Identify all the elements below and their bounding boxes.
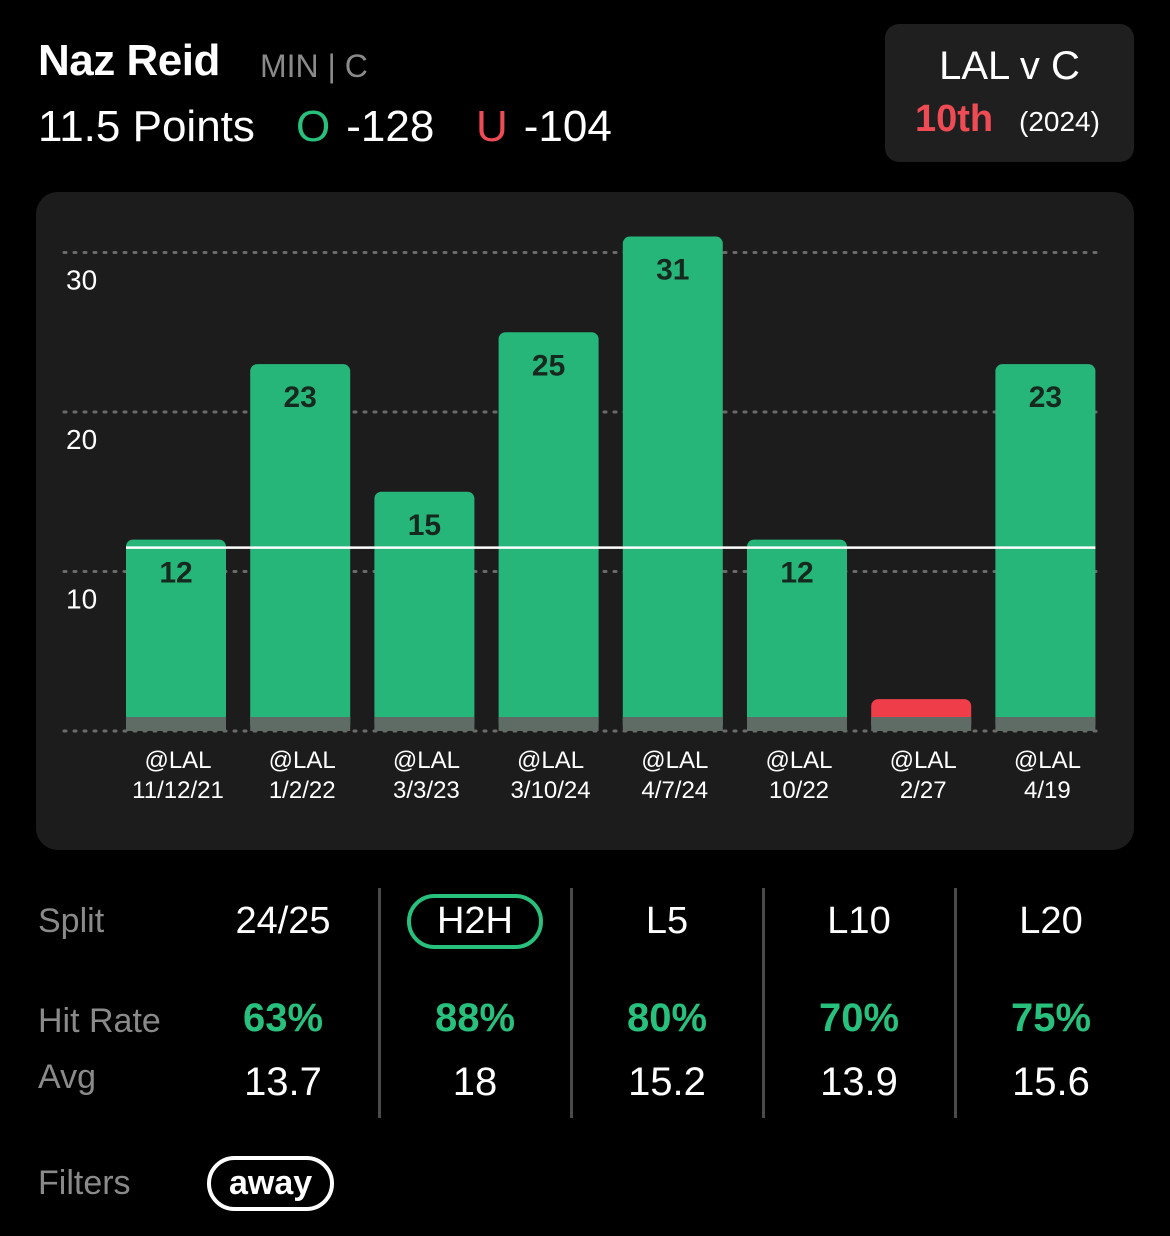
bar-base xyxy=(747,717,847,731)
bar-value-label: 12 xyxy=(159,557,192,590)
splits-table: Split Hit Rate Avg 24/25 63% 13.7 H2H 88… xyxy=(0,880,1170,1120)
bar-value-label: 31 xyxy=(656,254,689,287)
column-divider xyxy=(378,888,381,1118)
bar-over xyxy=(498,332,599,731)
matchup-title: LAL v C xyxy=(939,44,1080,88)
column-divider xyxy=(762,888,765,1118)
bar-value-label: 15 xyxy=(408,509,441,542)
split-label: L10 xyxy=(827,900,891,942)
x-category-label: @LAL xyxy=(393,747,460,774)
x-category-date: 10/22 xyxy=(769,777,829,804)
x-category-date: 2/27 xyxy=(900,777,947,804)
y-tick-label: 30 xyxy=(66,265,97,296)
x-category-date: 3/3/23 xyxy=(393,777,460,804)
bar-value-label: 23 xyxy=(284,381,317,414)
split-column-24-25[interactable]: 24/25 63% 13.7 xyxy=(188,880,378,1120)
avg-value: 13.7 xyxy=(244,1060,322,1104)
hit-rate-value: 70% xyxy=(818,996,900,1040)
x-category-date: 11/12/21 xyxy=(132,777,224,804)
team-position: MIN | C xyxy=(260,48,368,84)
split-label: L20 xyxy=(1019,900,1083,942)
bar-value-label: 25 xyxy=(532,349,565,382)
filters-label: Filters xyxy=(38,1164,131,1202)
column-divider xyxy=(954,888,957,1118)
bar-over xyxy=(126,539,226,731)
bar-base xyxy=(995,717,1096,731)
bar-value-label: 12 xyxy=(780,557,813,590)
hit-rate-value: 63% xyxy=(242,996,324,1040)
matchup-year: (2024) xyxy=(1019,106,1100,137)
bar-base xyxy=(374,717,475,731)
matchup-rank: 10th xyxy=(915,98,994,140)
over-odds-button[interactable]: O -128 xyxy=(296,102,434,152)
x-category-label: @LAL xyxy=(1014,747,1081,774)
split-column-h2h[interactable]: H2H 88% 18 xyxy=(380,880,570,1120)
x-category-label: @LAL xyxy=(890,747,957,774)
bar-base xyxy=(126,717,226,731)
bar-base xyxy=(622,717,723,731)
x-category-date: 4/7/24 xyxy=(641,777,708,804)
avg-value: 15.2 xyxy=(628,1060,706,1104)
split-label-active: H2H xyxy=(380,894,570,949)
filter-chip-away[interactable]: away xyxy=(207,1156,335,1211)
x-category-label: @LAL xyxy=(641,747,708,774)
hit-rate-value: 88% xyxy=(434,996,516,1040)
avg-value: 13.9 xyxy=(820,1060,898,1104)
bar-base xyxy=(498,717,599,731)
x-category-label: @LAL xyxy=(765,747,832,774)
matchup-card[interactable]: LAL v C 10th (2024) xyxy=(885,24,1134,162)
bar-over xyxy=(622,236,723,732)
under-odds-button[interactable]: U -104 xyxy=(476,102,612,152)
split-label: L5 xyxy=(645,900,689,942)
bar-over xyxy=(747,539,847,731)
under-odds: -104 xyxy=(523,102,612,151)
x-category-label: @LAL xyxy=(269,747,336,774)
avg-value: 15.6 xyxy=(1012,1060,1090,1104)
hit-rate-value: 75% xyxy=(1010,996,1092,1040)
prop-line: 11.5 Points xyxy=(38,102,255,151)
chart-card: 10 20 30 12 @LAL 11/12/21 23 @LAL 1/2/22 15 @LAL 3/… xyxy=(36,192,1134,850)
bar-base xyxy=(871,717,972,731)
x-category-label: @LAL xyxy=(517,747,584,774)
y-tick-label: 20 xyxy=(66,424,97,455)
split-row-label: Split xyxy=(38,902,105,940)
bar-chart: 10 20 30 12 @LAL 11/12/21 23 @LAL 1/2/22 15 @LAL 3/… xyxy=(62,236,1104,804)
hit-rate-value: 80% xyxy=(626,996,708,1040)
bar-base xyxy=(250,717,351,731)
player-name: Naz Reid xyxy=(38,36,220,85)
over-odds: -128 xyxy=(346,102,435,151)
hit-rate-row-label: Hit Rate xyxy=(38,1002,161,1040)
split-column-l5[interactable]: L5 80% 15.2 xyxy=(572,880,762,1120)
x-category-label: @LAL xyxy=(144,747,211,774)
column-divider xyxy=(570,888,573,1118)
under-letter: U xyxy=(476,102,508,151)
x-category-date: 1/2/22 xyxy=(269,777,336,804)
split-label: 24/25 xyxy=(235,900,331,942)
bar-value-label: 23 xyxy=(1029,381,1062,414)
split-column-l20[interactable]: L20 75% 15.6 xyxy=(956,880,1146,1120)
over-letter: O xyxy=(296,102,331,151)
avg-row-label: Avg xyxy=(38,1058,96,1096)
avg-value: 18 xyxy=(452,1060,498,1104)
x-category-date: 4/19 xyxy=(1024,777,1071,804)
split-column-l10[interactable]: L10 70% 13.9 xyxy=(764,880,954,1120)
y-tick-label: 10 xyxy=(66,584,97,615)
x-category-date: 3/10/24 xyxy=(511,777,591,804)
bar-over xyxy=(374,491,475,731)
